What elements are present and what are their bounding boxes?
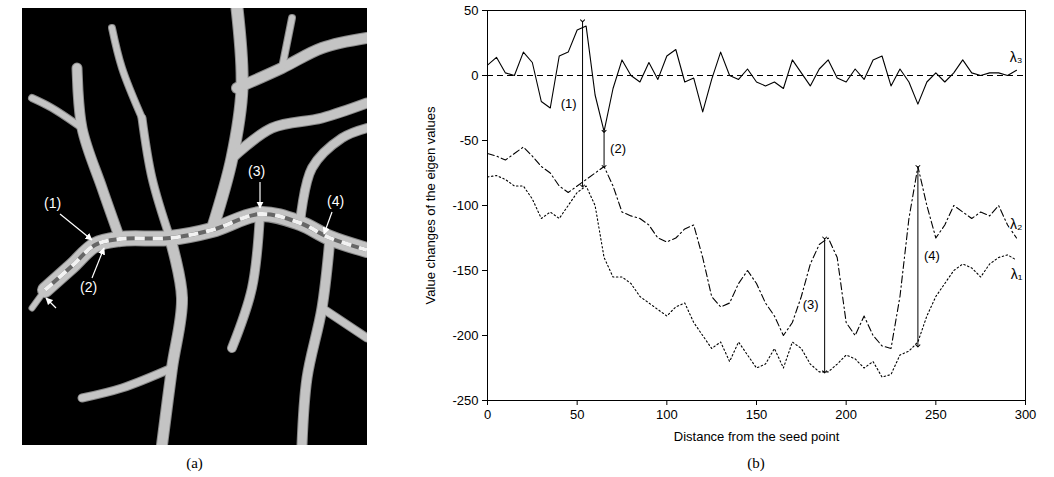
svg-text:50: 50 [464,3,478,18]
svg-text:Value changes of the eigen val: Value changes of the eigen values [423,106,438,304]
svg-text:(1): (1) [44,195,61,211]
svg-text:(2): (2) [80,279,97,295]
svg-text:300: 300 [1015,407,1037,422]
html-text:(a): (a) [186,455,203,471]
svg-text:200: 200 [835,407,857,422]
svg-text:0: 0 [471,68,478,83]
svg-text:100: 100 [656,407,678,422]
svg-text:(4): (4) [327,193,344,209]
svg-text:(3): (3) [248,163,265,179]
svg-text:λ₁: λ₁ [1011,266,1023,282]
svg-text:-150: -150 [452,263,478,278]
svg-text:150: 150 [746,407,768,422]
svg-text:λ₃: λ₃ [1010,49,1023,65]
svg-text:-50: -50 [460,133,479,148]
svg-text:Distance from the seed point: Distance from the seed point [674,429,840,444]
svg-text:λ₂: λ₂ [1010,216,1022,232]
svg-text:-250: -250 [452,393,478,408]
svg-text:250: 250 [925,407,947,422]
svg-text:(4): (4) [924,248,940,263]
svg-text:(2): (2) [610,141,626,156]
svg-text:50: 50 [570,407,584,422]
svg-text:-200: -200 [452,328,478,343]
svg-text:0: 0 [484,407,491,422]
html-text:(b): (b) [747,455,765,471]
svg-text:(1): (1) [561,96,577,111]
svg-text:(3): (3) [803,297,819,312]
svg-text:-100: -100 [452,198,478,213]
